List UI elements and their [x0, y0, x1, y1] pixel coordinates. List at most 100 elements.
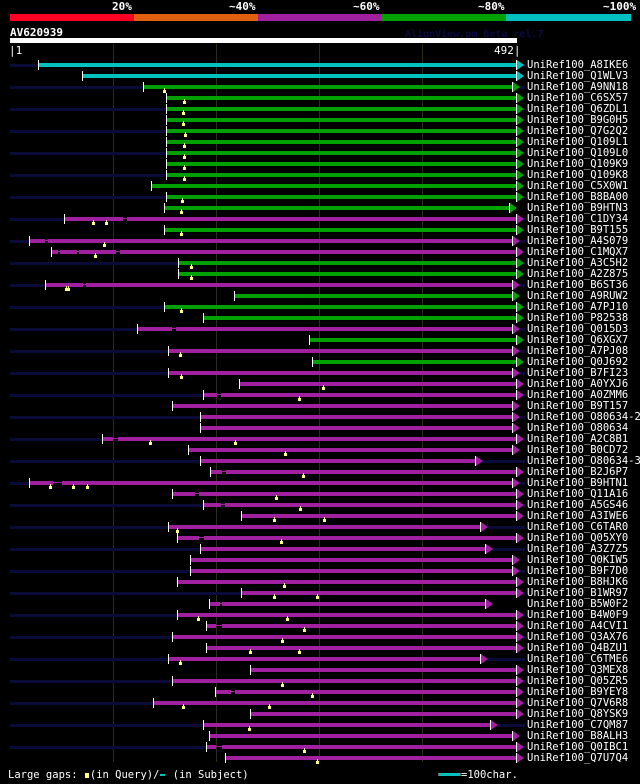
hit-label[interactable]: UniRef100_Q05XY0: [527, 532, 629, 544]
hit-label[interactable]: UniRef100_B9T155: [527, 224, 629, 236]
hit-row[interactable]: UniRef100_Q7V6R8: [0, 697, 640, 709]
hit-label[interactable]: UniRef100_Q4BZU1: [527, 642, 629, 654]
hit-label[interactable]: UniRef100_Q3MEX8: [527, 664, 629, 676]
hit-row[interactable]: UniRef100_Q0J692: [0, 356, 640, 368]
hit-row[interactable]: UniRef100_Q4BZU1: [0, 642, 640, 654]
hit-label[interactable]: UniRef100_B5W0F2: [527, 598, 629, 610]
hit-row[interactable]: UniRef100_A0ZMM6: [0, 389, 640, 401]
hit-label[interactable]: UniRef100_A9NN18: [527, 81, 629, 93]
hit-label[interactable]: UniRef100_A0YXJ6: [527, 378, 629, 390]
hit-label[interactable]: UniRef100_B7FI23: [527, 367, 629, 379]
hit-row[interactable]: UniRef100_Q05ZR5: [0, 675, 640, 687]
hit-label[interactable]: UniRef100_Q015D3: [527, 323, 629, 335]
hit-label[interactable]: UniRef100_Q7U7Q4: [527, 752, 629, 764]
hit-row[interactable]: UniRef100_B2J6P7: [0, 466, 640, 478]
hit-row[interactable]: UniRef100_O80634: [0, 422, 640, 434]
hit-row[interactable]: UniRef100_B4W0F9: [0, 609, 640, 621]
hit-label[interactable]: UniRef100_A4S079: [527, 235, 629, 247]
hit-row[interactable]: UniRef100_C6TAR0: [0, 521, 640, 533]
hit-row[interactable]: UniRef100_B0CD72: [0, 444, 640, 456]
hit-row[interactable]: UniRef100_B1WR97: [0, 587, 640, 599]
hit-row[interactable]: UniRef100_C7QM87: [0, 719, 640, 731]
hit-row[interactable]: UniRef100_B7FI23: [0, 367, 640, 379]
hit-label[interactable]: UniRef100_B9YEY8: [527, 686, 629, 698]
hit-label[interactable]: UniRef100_A3Z7Z5: [527, 543, 629, 555]
hit-label[interactable]: UniRef100_C1MQX7: [527, 246, 629, 258]
hit-row[interactable]: UniRef100_Q05XY0: [0, 532, 640, 544]
hit-row[interactable]: UniRef100_B9F7D0: [0, 565, 640, 577]
hit-row[interactable]: UniRef100_C5X0W1: [0, 180, 640, 192]
hit-row[interactable]: UniRef100_Q6XGX7: [0, 334, 640, 346]
hit-row[interactable]: UniRef100_A2Z875: [0, 268, 640, 280]
hit-label[interactable]: UniRef100_B9HTN1: [527, 477, 629, 489]
hit-row[interactable]: UniRef100_Q0KIW5: [0, 554, 640, 566]
hit-row[interactable]: UniRef100_B5W0F2: [0, 598, 640, 610]
hit-label[interactable]: UniRef100_C5X0W1: [527, 180, 629, 192]
hit-row[interactable]: UniRef100_A9RUW2: [0, 290, 640, 302]
hit-row[interactable]: UniRef100_Q3AX76: [0, 631, 640, 643]
hit-label[interactable]: UniRef100_C6TME6: [527, 653, 629, 665]
hit-label[interactable]: UniRef100_A3IWE6: [527, 510, 629, 522]
hit-row[interactable]: UniRef100_B8BA00: [0, 191, 640, 203]
hit-label[interactable]: UniRef100_P82538: [527, 312, 629, 324]
hit-label[interactable]: UniRef100_B8HJK6: [527, 576, 629, 588]
hit-label[interactable]: UniRef100_A8IKE6: [527, 59, 629, 71]
hit-label[interactable]: UniRef100_Q109K9: [527, 158, 629, 170]
hit-row[interactable]: UniRef100_C1DY34: [0, 213, 640, 225]
hit-row[interactable]: UniRef100_A7PJ10: [0, 301, 640, 313]
hit-label[interactable]: UniRef100_A0ZMM6: [527, 389, 629, 401]
hit-row[interactable]: UniRef100_Q7U7Q4: [0, 752, 640, 764]
hit-label[interactable]: UniRef100_A2C8B1: [527, 433, 629, 445]
hit-label[interactable]: UniRef100_Q05ZR5: [527, 675, 629, 687]
hit-label[interactable]: UniRef100_A5GS46: [527, 499, 629, 511]
hit-label[interactable]: UniRef100_Q0IBC1: [527, 741, 629, 753]
hit-label[interactable]: UniRef100_Q11A16: [527, 488, 629, 500]
hit-row[interactable]: UniRef100_Q109K8: [0, 169, 640, 181]
hit-row[interactable]: UniRef100_B8HJK6: [0, 576, 640, 588]
hit-row[interactable]: UniRef100_A4CVI1: [0, 620, 640, 632]
hit-row[interactable]: UniRef100_A5GS46: [0, 499, 640, 511]
hit-row[interactable]: UniRef100_A0YXJ6: [0, 378, 640, 390]
hit-row[interactable]: UniRef100_A9NN18: [0, 81, 640, 93]
hit-row[interactable]: UniRef100_Q6ZDL1: [0, 103, 640, 115]
hit-label[interactable]: UniRef100_Q109L0: [527, 147, 629, 159]
hit-row[interactable]: UniRef100_Q1WLV3: [0, 70, 640, 82]
hit-label[interactable]: UniRef100_Q3AX76: [527, 631, 629, 643]
hit-label[interactable]: UniRef100_C7QM87: [527, 719, 629, 731]
hit-row[interactable]: UniRef100_Q015D3: [0, 323, 640, 335]
hit-label[interactable]: UniRef100_Q109K8: [527, 169, 629, 181]
hit-row[interactable]: UniRef100_A3C5H2: [0, 257, 640, 269]
hit-label[interactable]: UniRef100_B6ST36: [527, 279, 629, 291]
hit-row[interactable]: UniRef100_Q109L1: [0, 136, 640, 148]
hit-label[interactable]: UniRef100_Q6ZDL1: [527, 103, 629, 115]
hit-row[interactable]: UniRef100_Q7G2Q2: [0, 125, 640, 137]
hit-label[interactable]: UniRef100_B9HTN3: [527, 202, 629, 214]
hit-row[interactable]: UniRef100_Q109K9: [0, 158, 640, 170]
hit-label[interactable]: UniRef100_B9F7D0: [527, 565, 629, 577]
hit-label[interactable]: UniRef100_A7PJ08: [527, 345, 629, 357]
hit-row[interactable]: UniRef100_C6TME6: [0, 653, 640, 665]
hit-row[interactable]: UniRef100_B6ST36: [0, 279, 640, 291]
hit-label[interactable]: UniRef100_C6SX57: [527, 92, 629, 104]
hit-row[interactable]: UniRef100_B9G0H5: [0, 114, 640, 126]
hit-row[interactable]: UniRef100_Q0IBC1: [0, 741, 640, 753]
hit-row[interactable]: UniRef100_A7PJ08: [0, 345, 640, 357]
hit-row[interactable]: UniRef100_Q11A16: [0, 488, 640, 500]
hit-label[interactable]: UniRef100_B8ALH3: [527, 730, 629, 742]
hit-label[interactable]: UniRef100_B9T157: [527, 400, 629, 412]
hit-row[interactable]: UniRef100_A3IWE6: [0, 510, 640, 522]
hit-label[interactable]: UniRef100_A7PJ10: [527, 301, 629, 313]
hit-label[interactable]: UniRef100_C1DY34: [527, 213, 629, 225]
hit-row[interactable]: UniRef100_C1MQX7: [0, 246, 640, 258]
hit-row[interactable]: UniRef100_O80634-3: [0, 455, 640, 467]
hit-row[interactable]: UniRef100_Q8YSK9: [0, 708, 640, 720]
hit-label[interactable]: UniRef100_B1WR97: [527, 587, 629, 599]
hit-label[interactable]: UniRef100_O80634-3: [527, 455, 640, 467]
hit-label[interactable]: UniRef100_Q6XGX7: [527, 334, 629, 346]
hit-row[interactable]: UniRef100_B9HTN1: [0, 477, 640, 489]
hit-row[interactable]: UniRef100_B9HTN3: [0, 202, 640, 214]
hit-label[interactable]: UniRef100_B9G0H5: [527, 114, 629, 126]
hit-row[interactable]: UniRef100_A3Z7Z5: [0, 543, 640, 555]
hit-label[interactable]: UniRef100_Q0J692: [527, 356, 629, 368]
hit-label[interactable]: UniRef100_A3C5H2: [527, 257, 629, 269]
